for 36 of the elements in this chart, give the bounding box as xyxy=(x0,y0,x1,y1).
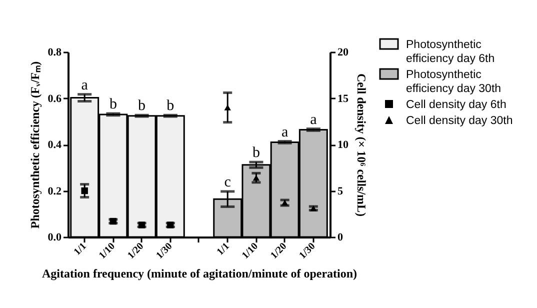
point xyxy=(252,174,260,181)
y-tick-label: 0.6 xyxy=(48,92,62,105)
x-tick-label: 1/10 xyxy=(97,240,118,262)
legend-label: Cell density day 6th xyxy=(406,98,506,112)
legend-label: Photosynthetic efficiency day 30th xyxy=(406,68,502,96)
data-label: b xyxy=(252,145,260,162)
point xyxy=(224,104,231,110)
x-tick-label: 1/1 xyxy=(72,240,89,258)
data-label: b xyxy=(166,98,174,114)
x-tick-label: 1/1 xyxy=(215,240,232,258)
y2-tick-label: 10 xyxy=(338,139,349,151)
y-tick-label: 0.4 xyxy=(48,139,62,151)
x-tick-label: 1/10 xyxy=(240,240,260,262)
data-label: b xyxy=(138,98,146,114)
y2-tick-label: 15 xyxy=(338,92,349,105)
x-tick-label: 1/30 xyxy=(297,240,318,262)
y2-axis-title: Cell density (× 10⁶ cells/mL) xyxy=(354,73,368,217)
data-label: a xyxy=(281,124,288,140)
y2-tick-label: 0 xyxy=(338,232,344,244)
y-tick-label: 0.2 xyxy=(48,185,62,198)
y-tick-label: 0.0 xyxy=(48,232,62,244)
y-axis-title: Photosynthetic efficiency (Fᵥ/Fₘ) xyxy=(28,61,42,229)
x-tick-label: 1/20 xyxy=(126,240,146,262)
x-tick-label: 1/20 xyxy=(268,240,290,262)
data-label: a xyxy=(81,77,88,94)
y2-tick-label: 20 xyxy=(338,46,349,58)
data-label: a xyxy=(310,112,318,128)
point xyxy=(81,187,88,194)
legend-label: Photosynthetic efficiency day 6th xyxy=(406,38,496,66)
data-label: b xyxy=(109,96,117,113)
y-tick-label: 0.8 xyxy=(48,46,62,58)
legend-label: Cell density day 30th xyxy=(406,114,513,128)
data-label: c xyxy=(224,174,232,190)
y2-tick-label: 5 xyxy=(338,185,344,198)
x-tick-label: 1/30 xyxy=(154,240,175,262)
x-axis-title: Agitation frequency (minute of agitation/minute of operation) xyxy=(42,266,358,281)
